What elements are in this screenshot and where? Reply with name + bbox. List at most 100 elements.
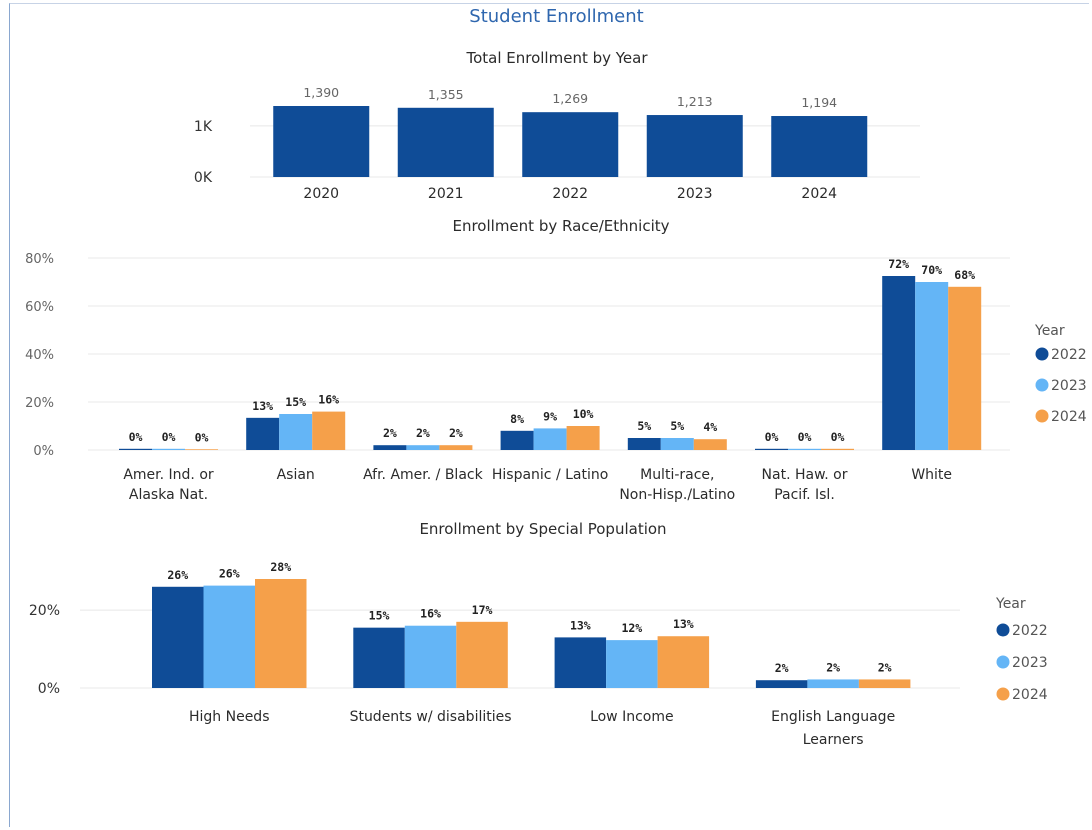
chart2-bar-2024[interactable] — [566, 426, 600, 450]
chart2-x-tick-label: Alaska Nat. — [129, 487, 208, 503]
chart2-data-label: 0% — [831, 430, 845, 444]
chart3-bar-2022[interactable] — [353, 627, 405, 688]
chart3-y-tick-label: 0% — [38, 681, 60, 697]
chart3-legend-swatch-2023[interactable] — [996, 655, 1010, 669]
chart1-bar[interactable] — [397, 107, 494, 177]
chart3-data-label: 12% — [621, 621, 642, 635]
chart2-title: Enrollment by Race/Ethnicity — [452, 217, 669, 235]
chart2-legend-swatch-2024[interactable] — [1035, 409, 1049, 423]
chart2-legend-swatch-2022[interactable] — [1035, 347, 1049, 361]
chart3-legend-swatch-2022[interactable] — [996, 623, 1010, 637]
chart2-data-label: 9% — [543, 409, 557, 423]
chart2-data-label: 10% — [573, 407, 594, 421]
chart2-bar-2024[interactable] — [693, 439, 727, 450]
chart2-bar-2022[interactable] — [119, 448, 152, 450]
chart2-x-tick-label: Non-Hisp./Latino — [619, 487, 735, 503]
chart2-bar-2024[interactable] — [821, 448, 854, 450]
page-title: Student Enrollment — [469, 6, 644, 27]
chart3-legend-label-2022[interactable]: 2022 — [1012, 623, 1048, 639]
chart1-bar[interactable] — [771, 116, 868, 177]
chart2-bar-2023[interactable] — [915, 282, 949, 450]
chart3-data-label: 17% — [472, 603, 493, 617]
chart2-bar-2023[interactable] — [660, 438, 694, 450]
chart2-x-tick-label: Nat. Haw. or — [762, 467, 848, 483]
chart2-data-label: 4% — [703, 420, 717, 434]
chart3-bar-2022[interactable] — [755, 680, 808, 688]
chart2-bar-2022[interactable] — [246, 417, 280, 450]
chart2-data-label: 0% — [195, 430, 209, 444]
chart3-legend-swatch-2024[interactable] — [996, 687, 1010, 701]
chart1-title: Total Enrollment by Year — [465, 49, 648, 67]
chart3-bar-2024[interactable] — [255, 579, 307, 688]
chart2-legend-label-2024[interactable]: 2024 — [1051, 409, 1087, 425]
chart2-bar-2023[interactable] — [406, 445, 440, 450]
chart2-bar-2022[interactable] — [373, 445, 407, 450]
chart2-data-label: 68% — [954, 268, 975, 282]
chart1-x-tick-label: 2021 — [428, 186, 464, 202]
chart2-data-label: 5% — [637, 419, 651, 433]
chart1-x-tick-label: 2024 — [801, 186, 837, 202]
chart3-legend-label-2024[interactable]: 2024 — [1012, 687, 1048, 703]
chart2-bar-2022[interactable] — [500, 430, 534, 450]
chart2-bar-2023[interactable] — [279, 414, 313, 450]
chart1-bar[interactable] — [522, 112, 619, 177]
chart2-legend-label-2022[interactable]: 2022 — [1051, 347, 1087, 363]
chart2-bar-2023[interactable] — [533, 428, 567, 450]
chart2-legend-label-2023[interactable]: 2023 — [1051, 378, 1087, 394]
chart3-data-label: 28% — [270, 560, 291, 574]
chart3-data-label: 26% — [219, 567, 240, 581]
chart2-data-label: 0% — [162, 430, 176, 444]
chart2-data-label: 0% — [798, 430, 812, 444]
chart2-data-label: 0% — [765, 430, 779, 444]
chart1-data-label: 1,194 — [801, 95, 837, 110]
chart1-y-tick-label: 0K — [194, 170, 213, 186]
chart2-data-label: 5% — [670, 419, 684, 433]
chart3-x-tick-label: Students w/ disabilities — [350, 709, 512, 725]
chart3-data-label: 2% — [878, 660, 892, 674]
chart2-y-tick-label: 80% — [25, 252, 54, 267]
chart2-bar-2023[interactable] — [152, 448, 185, 450]
chart2-bar-2024[interactable] — [948, 286, 982, 450]
chart2-data-label: 2% — [383, 426, 397, 440]
chart2-bar-2024[interactable] — [312, 411, 346, 450]
chart3-bar-2023[interactable] — [807, 679, 859, 688]
chart3-bar-2023[interactable] — [203, 585, 256, 688]
chart2-x-tick-label: White — [911, 467, 952, 483]
chart2-x-tick-label: Pacif. Isl. — [774, 487, 835, 503]
chart1-bar[interactable] — [646, 115, 743, 177]
chart3-x-tick-label: Low Income — [590, 709, 674, 725]
chart2-data-label: 2% — [449, 426, 463, 440]
chart2-y-tick-label: 0% — [33, 444, 54, 459]
chart2-y-tick-label: 40% — [25, 348, 54, 363]
chart3-data-label: 2% — [826, 660, 840, 674]
chart2-data-label: 15% — [285, 395, 306, 409]
chart3-bar-2023[interactable] — [606, 640, 658, 688]
chart3-bar-2023[interactable] — [404, 625, 457, 688]
chart1-data-label: 1,213 — [677, 94, 713, 109]
chart3-bar-2022[interactable] — [554, 637, 607, 688]
chart2-legend-swatch-2023[interactable] — [1035, 378, 1049, 392]
chart2-bar-2023[interactable] — [788, 448, 821, 450]
chart2-data-label: 0% — [129, 430, 143, 444]
chart2-bar-2022[interactable] — [882, 276, 916, 450]
chart1-bar[interactable] — [273, 106, 370, 177]
chart3-legend-label-2023[interactable]: 2023 — [1012, 655, 1048, 671]
chart3-bar-2024[interactable] — [858, 679, 911, 688]
chart2-x-tick-label: Afr. Amer. / Black — [363, 467, 484, 483]
chart2-bar-2024[interactable] — [185, 449, 218, 450]
chart2-data-label: 16% — [318, 393, 339, 407]
chart2-bar-2024[interactable] — [439, 445, 473, 450]
chart2-bar-2022[interactable] — [627, 438, 661, 450]
chart3-data-label: 13% — [570, 618, 591, 632]
chart2-x-tick-label: Hispanic / Latino — [492, 467, 608, 483]
chart2-data-label: 13% — [252, 399, 273, 413]
chart3-bar-2022[interactable] — [152, 586, 204, 688]
chart3-bar-2024[interactable] — [657, 636, 710, 688]
chart2-bar-2022[interactable] — [755, 448, 788, 450]
chart3-data-label: 26% — [167, 568, 188, 582]
chart3-bar-2024[interactable] — [456, 621, 508, 688]
chart2-x-tick-label: Asian — [277, 467, 315, 483]
chart2-data-label: 72% — [888, 257, 909, 271]
chart2-x-tick-label: Amer. Ind. or — [123, 467, 214, 483]
